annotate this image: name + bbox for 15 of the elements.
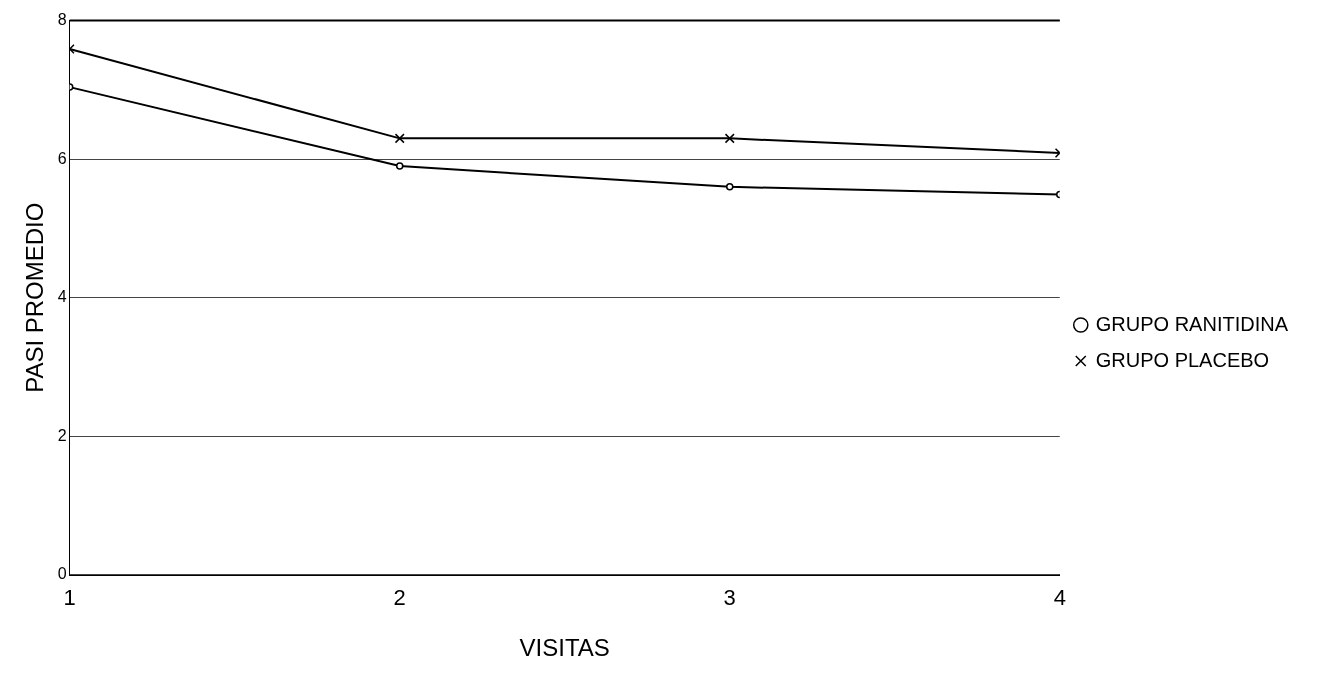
x-tick-label: 4 [1053,585,1066,611]
legend-label: GRUPO PLACEBO [1095,348,1270,371]
y-tick-label: 2 [57,426,67,444]
legend-label: GRUPO RANITIDINA [1095,312,1289,335]
y-tick-label: 6 [57,149,67,167]
y-tick-label: 0 [57,565,67,583]
y-axis-title: PASI PROMEDIO [21,202,49,393]
x-tick-label: 1 [63,585,76,611]
point [395,162,404,170]
x-axis-title: VISITAS [519,634,610,662]
point [725,183,734,191]
x-tick-label: 3 [723,585,736,611]
y-tick-label: 4 [57,288,67,306]
x-tick-label: 2 [393,585,406,611]
y-tick-label: 8 [57,11,67,29]
